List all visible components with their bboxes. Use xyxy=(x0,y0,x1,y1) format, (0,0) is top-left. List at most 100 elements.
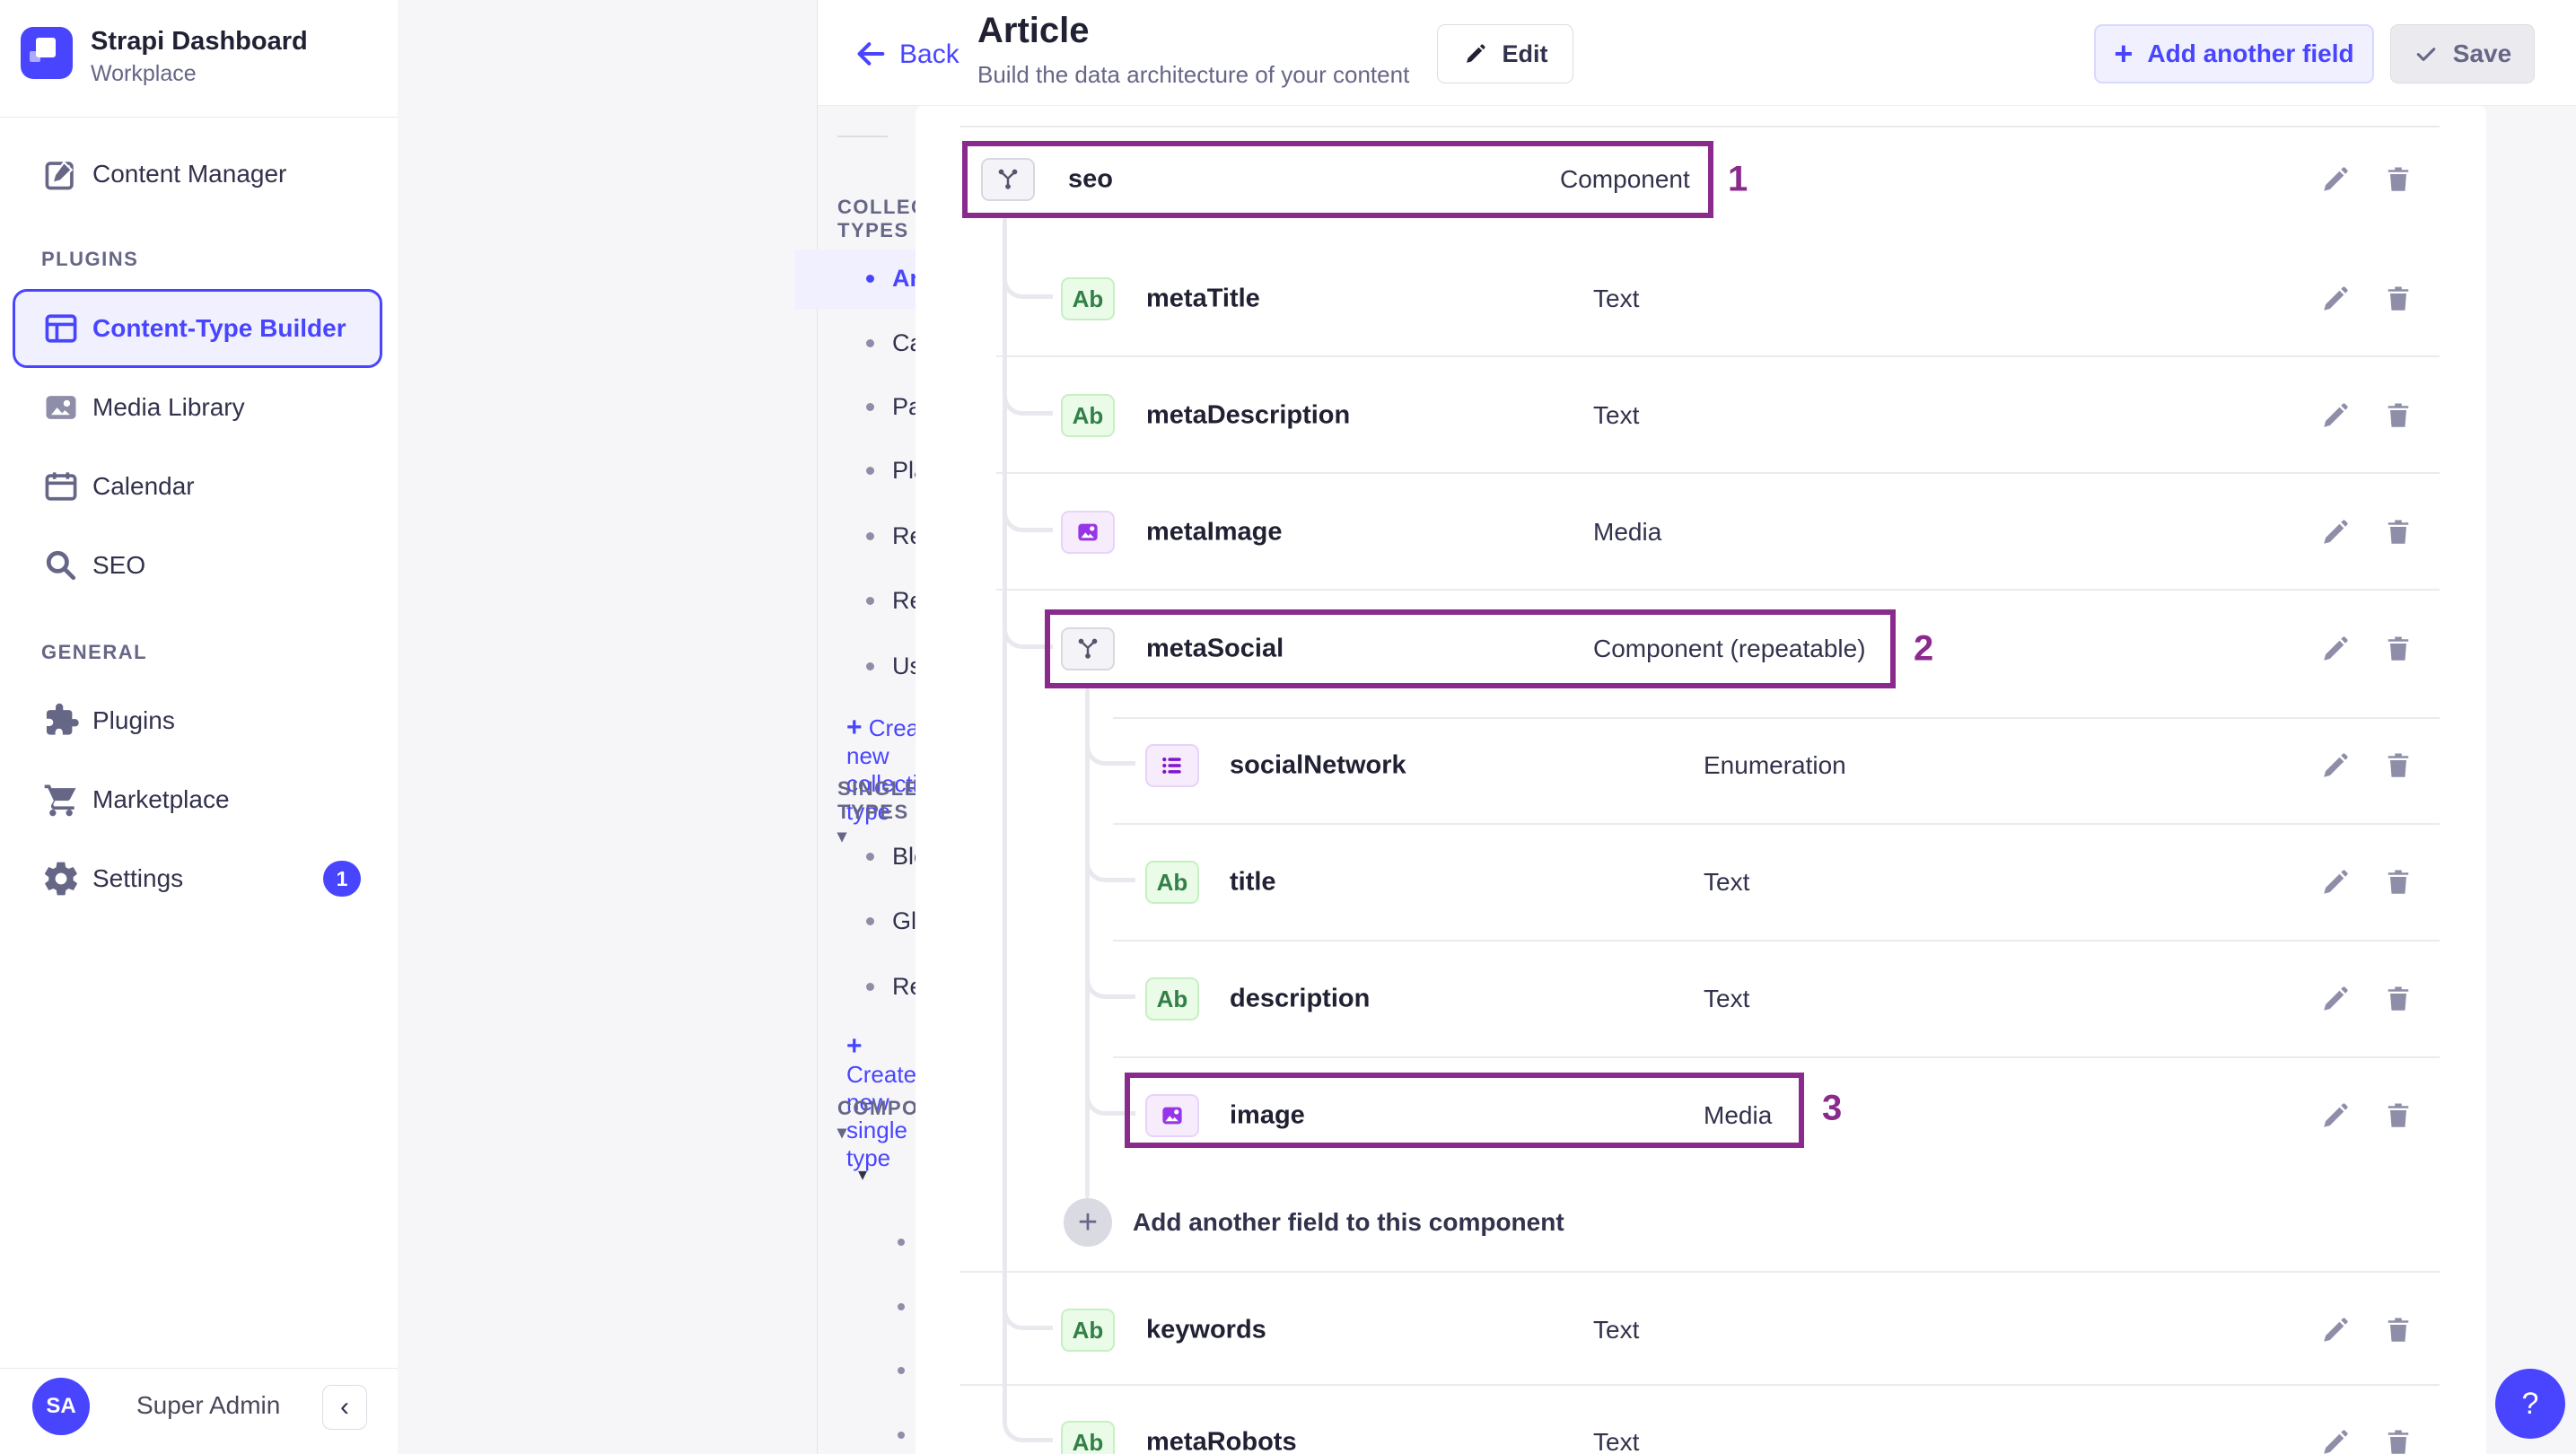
sidebar-item-marketplace[interactable]: Marketplace xyxy=(92,785,230,813)
trash-icon xyxy=(2388,286,2409,311)
trash-icon xyxy=(2388,520,2409,544)
pencil-icon xyxy=(2324,1430,2348,1454)
field-name: description xyxy=(1230,984,1371,1013)
workspace-header[interactable]: Strapi Dashboard Workplace xyxy=(0,0,398,118)
plus-icon: + xyxy=(1077,1203,1099,1241)
tree-connector xyxy=(1003,591,1053,649)
edit-field-button[interactable] xyxy=(2318,162,2353,197)
pencil-icon xyxy=(2324,1103,2348,1127)
sidebar-item-calendar[interactable]: Calendar xyxy=(92,472,195,500)
row-divider xyxy=(1113,1056,2440,1058)
media-field-icon xyxy=(1145,1094,1199,1137)
tree-connector xyxy=(1085,942,1135,999)
sidebar-item-content-manager[interactable]: Content Manager xyxy=(92,160,287,188)
save-button[interactable]: Save xyxy=(2390,24,2535,83)
edit-field-button[interactable] xyxy=(2318,631,2353,667)
edit-field-button[interactable] xyxy=(2318,1098,2353,1134)
delete-field-button[interactable] xyxy=(2380,1424,2416,1454)
edit-field-button[interactable] xyxy=(2318,514,2353,550)
delete-field-button[interactable] xyxy=(2380,1312,2416,1348)
sidebar-item-settings[interactable]: Settings xyxy=(92,864,184,892)
tree-connector xyxy=(1003,475,1053,532)
field-type: Enumeration xyxy=(1704,751,1846,779)
sidebar-section-plugins: PLUGINS xyxy=(41,248,139,270)
annotation-number-2: 2 xyxy=(1914,628,1934,669)
create-single-type-link[interactable]: + Create new single type xyxy=(846,1031,917,1172)
delete-field-button[interactable] xyxy=(2380,514,2416,550)
pencil-icon xyxy=(2324,520,2348,544)
single-types-header[interactable]: SINGLE TYPES ▾ xyxy=(837,777,919,846)
page-title: Article xyxy=(977,11,1090,50)
avatar[interactable]: SA xyxy=(32,1378,90,1435)
row-divider xyxy=(1113,823,2440,825)
content-type-builder-subnav: Content-Type Builder COLLECTION TYPES ▾ … xyxy=(398,0,1215,1454)
bullet-icon xyxy=(898,1303,905,1310)
bullet-icon xyxy=(866,467,874,475)
back-arrow-icon xyxy=(853,36,889,72)
component-field-icon xyxy=(981,158,1035,201)
back-link[interactable]: Back xyxy=(899,39,959,69)
edit-field-button[interactable] xyxy=(2318,981,2353,1017)
pencil-icon xyxy=(2324,286,2348,311)
edit-field-button[interactable] xyxy=(2318,1312,2353,1348)
plus-icon: + xyxy=(846,1031,863,1061)
sidebar-item-plugins[interactable]: Plugins xyxy=(92,706,175,734)
field-type: Text xyxy=(1704,868,1750,896)
bullet-icon xyxy=(898,1239,905,1246)
row-divider xyxy=(960,126,2440,127)
edit-button[interactable]: Edit xyxy=(1437,24,1573,83)
sidebar-footer-divider xyxy=(0,1368,398,1369)
bullet-icon xyxy=(866,917,874,925)
fields-table-card: 1 2 3 seo Component Ab metaTitle Text Ab… xyxy=(916,106,2486,1454)
content-manager-icon xyxy=(41,154,81,194)
seo-search-icon xyxy=(41,546,81,585)
trash-icon xyxy=(2388,167,2409,191)
add-another-field-button[interactable]: + Add another field xyxy=(2094,24,2374,83)
annotation-box-2 xyxy=(1045,609,1896,688)
delete-field-button[interactable] xyxy=(2380,631,2416,667)
field-type: Text xyxy=(1593,1428,1640,1454)
field-name: image xyxy=(1230,1100,1305,1130)
add-component-field-button[interactable]: + xyxy=(1064,1198,1112,1247)
chevron-down-icon[interactable]: ▾ xyxy=(858,1165,868,1185)
delete-field-button[interactable] xyxy=(2380,1098,2416,1134)
bullet-icon xyxy=(866,275,874,283)
bullet-icon xyxy=(866,597,874,605)
add-component-field-label[interactable]: Add another field to this component xyxy=(1133,1208,1564,1236)
delete-field-button[interactable] xyxy=(2380,398,2416,434)
edit-field-button[interactable] xyxy=(2318,748,2353,784)
bullet-icon xyxy=(898,1432,905,1439)
collapse-sidebar-button[interactable]: ‹ xyxy=(322,1385,367,1430)
media-field-icon xyxy=(1061,511,1115,554)
delete-field-button[interactable] xyxy=(2380,748,2416,784)
row-divider xyxy=(996,355,2440,357)
sidebar-item-seo[interactable]: SEO xyxy=(92,551,146,579)
text-field-icon: Ab xyxy=(1061,394,1115,437)
delete-field-button[interactable] xyxy=(2380,981,2416,1017)
pencil-icon xyxy=(2324,870,2348,894)
question-mark-icon: ? xyxy=(2521,1386,2539,1421)
edit-field-button[interactable] xyxy=(2318,398,2353,434)
pencil-icon xyxy=(2324,986,2348,1011)
delete-field-button[interactable] xyxy=(2380,281,2416,317)
edit-field-button[interactable] xyxy=(2318,864,2353,900)
edit-field-button[interactable] xyxy=(2318,1424,2353,1454)
delete-field-button[interactable] xyxy=(2380,162,2416,197)
help-button[interactable]: ? xyxy=(2495,1369,2565,1439)
trash-icon xyxy=(2388,753,2409,777)
delete-field-button[interactable] xyxy=(2380,864,2416,900)
sidebar-item-media-library[interactable]: Media Library xyxy=(92,393,245,421)
field-name: socialNetwork xyxy=(1230,750,1406,780)
edit-field-button[interactable] xyxy=(2318,281,2353,317)
row-divider xyxy=(1113,940,2440,942)
field-type: Media xyxy=(1593,518,1662,546)
annotation-box-3 xyxy=(1125,1073,1804,1148)
field-name: metaImage xyxy=(1146,517,1283,547)
component-field-icon xyxy=(1061,627,1115,670)
annotation-number-1: 1 xyxy=(1728,159,1748,199)
pencil-icon xyxy=(2324,167,2348,191)
plus-icon: + xyxy=(846,713,863,742)
bullet-icon xyxy=(866,853,874,861)
enumeration-field-icon xyxy=(1145,744,1199,787)
settings-notification-badge: 1 xyxy=(323,861,361,897)
